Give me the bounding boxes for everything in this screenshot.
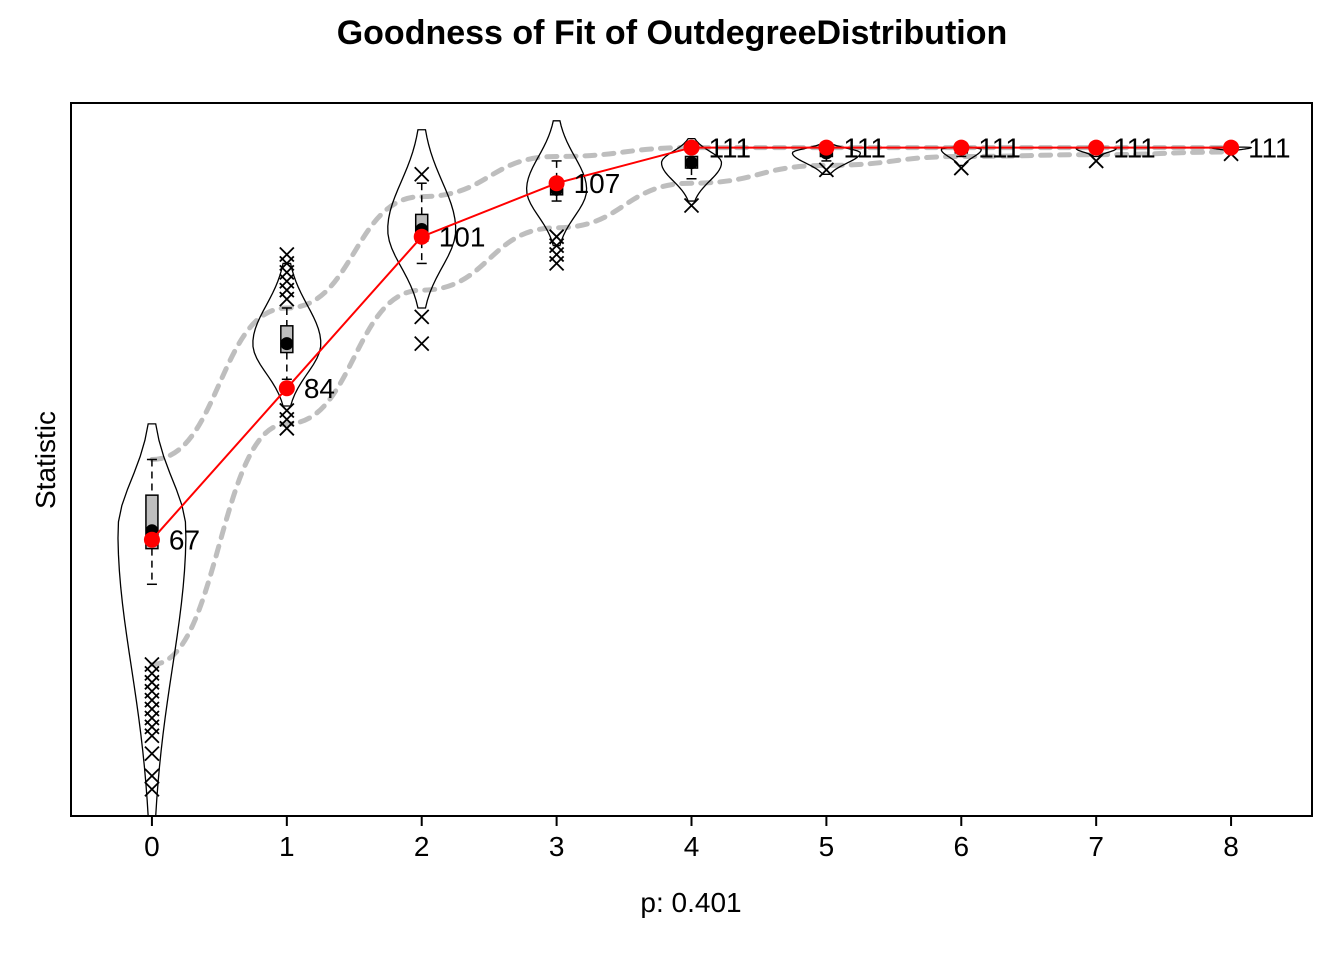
outlier-stroke [414,309,430,325]
violin-shape [252,262,322,407]
observed-point [1223,139,1240,156]
outlier-stroke [414,166,430,182]
x-tick-label: 7 [1088,831,1104,862]
observed-value-label: 111 [1248,133,1291,164]
outlier-marker [144,781,160,797]
violin-shape [117,423,187,817]
violin-shape [791,142,862,175]
violin-shape [940,145,982,167]
observed-point [548,175,565,192]
x-tick-label: 3 [549,831,565,862]
violin-shape [387,129,457,309]
outlier-marker [683,197,700,214]
outlier-marker [279,402,295,419]
chart-title: Goodness of Fit of OutdegreeDistribution [337,14,1008,52]
x-tick-label: 6 [953,831,969,862]
outlier-marker [953,160,969,176]
observed-point [683,139,700,156]
observed-value-label: 84 [304,373,335,404]
outlier-marker [548,229,565,245]
observed-value-label: 111 [843,133,886,164]
outlier-stroke [818,162,835,178]
observed-point [953,139,970,156]
interval-lower-line [149,149,1234,667]
x-tick-label: 1 [279,831,295,862]
outlier-marker [414,166,430,182]
outlier-stroke [1088,153,1104,169]
x-tick-label: 2 [414,831,430,862]
observed-value-label: 67 [169,525,200,556]
violin-shape [660,138,723,202]
outlier-stroke [144,768,160,784]
outlier-marker [144,656,160,673]
simulated-mean-point [685,156,698,170]
outlier-stroke [144,656,160,673]
outlier-stroke [414,336,430,352]
observed-value-label: 111 [978,133,1021,164]
observed-point [278,380,295,397]
x-tick-label: 0 [144,831,160,862]
interval-upper-line [149,145,1234,462]
outlier-stroke [548,229,565,245]
observed-point [143,531,160,548]
observed-value-label: 101 [439,222,486,253]
observed-value-label: 111 [709,133,752,164]
outlier-marker [818,162,835,178]
observed-point [413,228,430,245]
plot-frame [70,102,1313,817]
x-tick-label: 4 [684,831,700,862]
outlier-marker [414,309,430,325]
outlier-marker [1088,153,1104,169]
outlier-marker [414,336,430,352]
outlier-stroke [144,781,160,797]
outlier-stroke [144,745,160,762]
observed-value-label: 107 [574,168,621,199]
outlier-marker [279,246,295,263]
violin-shape [1075,146,1117,158]
x-tick-label: 5 [819,831,835,862]
outlier-stroke [279,402,295,419]
x-axis-label: p: 0.401 [640,887,741,918]
observed-point [1088,139,1105,156]
outlier-stroke [953,160,969,176]
outlier-stroke [683,197,700,214]
outlier-stroke [279,246,295,263]
y-axis-label: Statistic [30,411,61,509]
x-tick-label: 8 [1223,831,1239,862]
observed-point [818,139,835,156]
simulated-mean-point [280,337,294,351]
outlier-marker [144,768,160,784]
outlier-marker [144,745,160,762]
observed-value-label: 111 [1113,133,1156,164]
